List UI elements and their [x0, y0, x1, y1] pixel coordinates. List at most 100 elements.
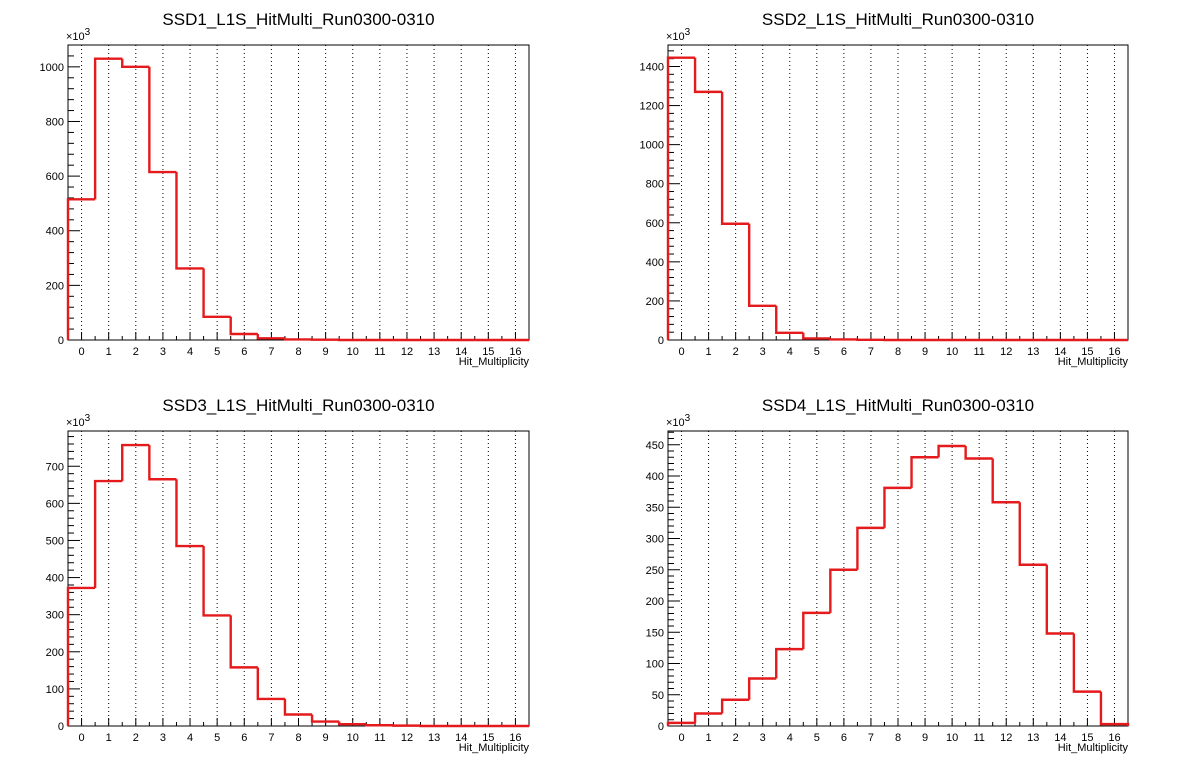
x-tick-label: 10: [946, 732, 958, 744]
y-tick-label: 400: [646, 471, 664, 483]
x-tick-label: 16: [509, 732, 521, 744]
x-tick-label: 7: [868, 346, 874, 358]
histogram-bin: [93, 57, 123, 200]
x-tick-label: 16: [509, 346, 521, 358]
x-tick-label: 6: [841, 732, 847, 744]
x-tick-label: 14: [1054, 732, 1066, 744]
histogram-bin: [202, 268, 231, 318]
y-tick-label: 400: [46, 573, 64, 585]
histogram-panel-2: SSD2_L1S_HitMulti_Run0300-0310 0 200 400 600…: [640, 10, 1129, 368]
x-tick-label: 13: [1027, 732, 1039, 744]
histogram-bin: [337, 721, 367, 726]
x-tick-label: 11: [973, 732, 984, 744]
y-tick-label: 150: [646, 627, 664, 639]
x-tick-label: 9: [922, 346, 928, 358]
y-tick-label: 600: [46, 498, 64, 510]
x-tick-label: 5: [814, 346, 820, 358]
chart-title: SSD2_L1S_HitMulti_Run0300-0310: [762, 10, 1034, 29]
x-tick-label: 9: [323, 346, 329, 358]
x-tick-label: 4: [787, 346, 793, 358]
histogram-bin: [229, 316, 258, 336]
y-tick-label: 400: [646, 257, 664, 269]
x-tick-label: 13: [428, 732, 440, 744]
y-tick-label: 600: [46, 171, 64, 183]
histogram-panel-3: SSD3_L1S_HitMulti_Run0300-03100100200300…: [46, 396, 530, 754]
x-tick-label: 0: [78, 346, 84, 358]
x-tick-label: 10: [347, 732, 359, 744]
x-tick-label: 0: [78, 732, 84, 744]
x-tick-label: 0: [678, 346, 684, 358]
y-tick-label: 200: [46, 280, 64, 292]
x-tick-label: 7: [268, 732, 274, 744]
y-tick-label: 450: [646, 440, 664, 452]
histogram-bin: [148, 445, 177, 481]
histogram-bin: [283, 698, 313, 716]
x-tick-label: 6: [241, 346, 247, 358]
x-axis-label: Hit_Multiplicity: [459, 356, 530, 368]
x-tick-label: 3: [160, 732, 166, 744]
y-multiplier-exponent: 3: [85, 413, 91, 424]
y-tick-label: 350: [646, 502, 664, 514]
histogram-bin: [802, 611, 831, 650]
y-tick-label: 50: [652, 690, 664, 702]
x-tick-label: 8: [895, 732, 901, 744]
histogram-bin: [66, 198, 96, 340]
histogram-bin: [666, 56, 696, 340]
x-tick-label: 16: [1108, 732, 1120, 744]
y-tick-label: 800: [646, 179, 664, 191]
histogram-bin: [829, 568, 858, 613]
histogram-bin: [991, 458, 1020, 504]
histogram-bin: [1099, 691, 1130, 726]
chart-title: SSD1_L1S_HitMulti_Run0300-0310: [162, 10, 434, 29]
histogram-bin: [1072, 633, 1101, 693]
y-multiplier-label: ×103: [66, 413, 91, 429]
x-tick-label: 8: [895, 346, 901, 358]
x-tick-label: 6: [241, 732, 247, 744]
x-tick-label: 3: [760, 732, 766, 744]
histogram-bin: [693, 57, 723, 94]
x-axis-label: Hit_Multiplicity: [1058, 356, 1129, 368]
x-tick-label: 3: [160, 346, 166, 358]
histogram-bin: [693, 712, 723, 723]
x-tick-label: 9: [922, 732, 928, 744]
histogram-bin: [283, 338, 313, 341]
x-tick-label: 16: [1108, 346, 1120, 358]
histogram-bin: [256, 667, 285, 701]
x-tick-label: 5: [214, 346, 220, 358]
y-tick-label: 100: [646, 659, 664, 671]
y-multiplier-base: ×10: [66, 31, 85, 43]
histogram-bin: [365, 724, 394, 727]
histogram-bin: [121, 58, 150, 69]
x-tick-label: 9: [323, 732, 329, 744]
x-tick-label: 12: [1000, 732, 1012, 744]
y-multiplier-label: ×103: [666, 413, 691, 429]
x-tick-label: 1: [106, 732, 112, 744]
histogram-bin: [802, 332, 831, 340]
y-tick-label: 700: [46, 461, 64, 473]
x-tick-label: 7: [868, 732, 874, 744]
x-tick-label: 11: [374, 346, 385, 358]
x-tick-label: 8: [295, 732, 301, 744]
histogram-bin: [310, 714, 340, 723]
histogram-bin: [720, 91, 750, 225]
histogram-bin: [856, 526, 885, 570]
histogram-bin: [775, 647, 804, 679]
chart-title: SSD4_L1S_HitMulti_Run0300-0310: [762, 396, 1034, 415]
y-multiplier-label: ×103: [666, 27, 691, 43]
x-tick-label: 11: [374, 732, 385, 744]
y-tick-label: 0: [658, 335, 664, 347]
x-tick-label: 1: [706, 346, 712, 358]
histogram-bin: [937, 444, 966, 458]
histogram-bin: [202, 546, 231, 617]
x-axis-label: Hit_Multiplicity: [1058, 742, 1129, 754]
y-tick-label: 0: [58, 721, 64, 733]
x-tick-label: 15: [482, 346, 494, 358]
x-tick-label: 10: [946, 346, 958, 358]
x-tick-label: 5: [214, 732, 220, 744]
y-tick-label: 100: [46, 684, 64, 696]
x-tick-label: 15: [1081, 732, 1093, 744]
y-tick-label: 500: [46, 535, 64, 547]
x-tick-label: 15: [1081, 346, 1093, 358]
histogram-bin: [964, 446, 993, 460]
